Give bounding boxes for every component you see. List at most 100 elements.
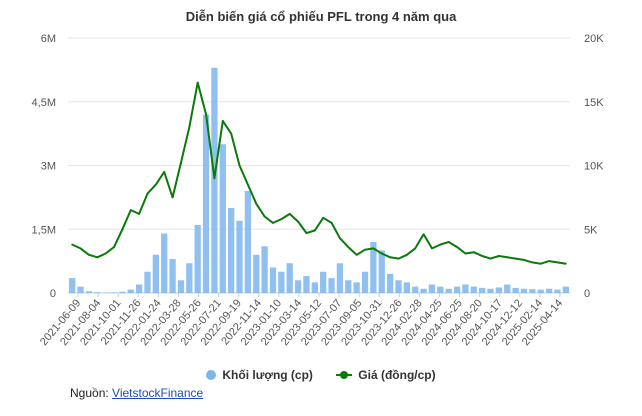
- price-point: [339, 237, 341, 240]
- volume-bar: [479, 287, 486, 293]
- price-point: [497, 255, 500, 257]
- price-point: [263, 215, 266, 218]
- price-point: [380, 252, 383, 255]
- volume-bar: [495, 287, 503, 293]
- price-point: [414, 247, 417, 250]
- price-point: [372, 247, 375, 250]
- volume-bar: [361, 271, 369, 293]
- volume-bar: [202, 114, 210, 293]
- y-right-tick: 5K: [584, 224, 598, 236]
- price-point: [163, 170, 166, 173]
- price-point: [539, 262, 542, 265]
- volume-bar: [554, 289, 561, 293]
- price-point: [79, 247, 82, 250]
- price-point: [397, 257, 400, 260]
- price-point: [531, 261, 534, 264]
- price-point: [456, 246, 458, 249]
- y-left-tick: 3M: [41, 161, 56, 173]
- price-point: [96, 256, 99, 259]
- volume-bar: [428, 284, 436, 293]
- price-point: [138, 213, 141, 215]
- volume-bar: [303, 276, 310, 293]
- y-right-tick: 15K: [584, 97, 604, 109]
- volume-bar: [119, 291, 126, 293]
- volume-bar: [152, 254, 159, 293]
- price-point: [188, 126, 191, 129]
- volume-bar: [311, 282, 318, 293]
- legend-volume-label: Khối lượng (cp): [222, 367, 313, 382]
- volume-bar: [161, 233, 168, 293]
- price-point: [523, 258, 525, 261]
- volume-bar: [395, 280, 402, 293]
- price-point: [389, 256, 392, 259]
- volume-bar: [261, 246, 268, 293]
- price-point: [489, 257, 492, 260]
- price-point: [330, 221, 333, 224]
- price-point: [506, 256, 509, 259]
- volume-bar: [127, 289, 134, 293]
- source-link[interactable]: VietstockFinance: [112, 386, 204, 400]
- price-point: [238, 164, 241, 167]
- price-point: [288, 213, 291, 215]
- volume-bar: [453, 286, 461, 293]
- volume-bar: [269, 267, 277, 293]
- y-right-tick: 20K: [584, 33, 604, 45]
- price-point: [297, 220, 299, 223]
- volume-bar: [328, 278, 335, 293]
- volume-bar: [529, 289, 536, 293]
- price-point: [548, 260, 550, 263]
- volume-bar: [110, 292, 118, 293]
- price-point: [364, 248, 366, 251]
- volume-bar: [320, 271, 327, 293]
- price-point: [280, 218, 283, 220]
- volume-bar: [445, 288, 452, 293]
- volume-bar: [194, 225, 201, 293]
- price-point: [154, 183, 157, 186]
- volume-bar: [228, 208, 235, 293]
- price-point: [405, 253, 408, 256]
- volume-bar: [412, 286, 419, 293]
- price-point: [514, 257, 517, 260]
- y-left-tick: 1,5M: [32, 224, 56, 236]
- volume-bar: [462, 284, 469, 293]
- legend-price[interactable]: Giá (đồng/cp): [336, 367, 436, 382]
- y-left-tick: 6M: [41, 33, 56, 45]
- legend-price-label: Giá (đồng/cp): [358, 367, 436, 382]
- volume-bar: [353, 282, 360, 293]
- chart-legend: Khối lượng (cp) Giá (đồng/cp): [0, 367, 642, 382]
- y-right-tick: 0: [584, 288, 590, 300]
- price-point: [347, 246, 350, 249]
- legend-volume[interactable]: Khối lượng (cp): [206, 368, 313, 382]
- volume-bar: [144, 271, 151, 293]
- volume-bar: [386, 273, 394, 293]
- volume-bar: [69, 278, 76, 293]
- price-point: [196, 81, 199, 84]
- volume-bar: [520, 288, 528, 293]
- volume-bar: [186, 263, 193, 293]
- source-label: Nguồn:: [70, 386, 113, 400]
- volume-bar: [94, 292, 101, 293]
- price-line: [71, 81, 566, 265]
- price-point: [564, 262, 567, 265]
- volume-bar: [504, 284, 511, 293]
- price-swatch: [336, 370, 353, 380]
- volume-bar: [403, 282, 410, 293]
- volume-bar: [135, 284, 143, 293]
- volume-bar: [537, 289, 544, 293]
- volume-bar: [336, 263, 344, 293]
- volume-bar: [211, 67, 218, 293]
- price-point: [305, 232, 308, 234]
- volume-bar: [487, 288, 494, 293]
- y-right-tick: 10K: [584, 161, 604, 173]
- price-point: [556, 261, 559, 264]
- volume-bar: [562, 286, 569, 293]
- price-point: [146, 192, 149, 195]
- price-point: [431, 247, 433, 250]
- volume-bar: [278, 271, 285, 293]
- price-point: [447, 241, 450, 243]
- volume-bar: [545, 288, 553, 293]
- price-point: [213, 177, 216, 180]
- volume-bar: [345, 280, 352, 293]
- price-point: [422, 233, 425, 236]
